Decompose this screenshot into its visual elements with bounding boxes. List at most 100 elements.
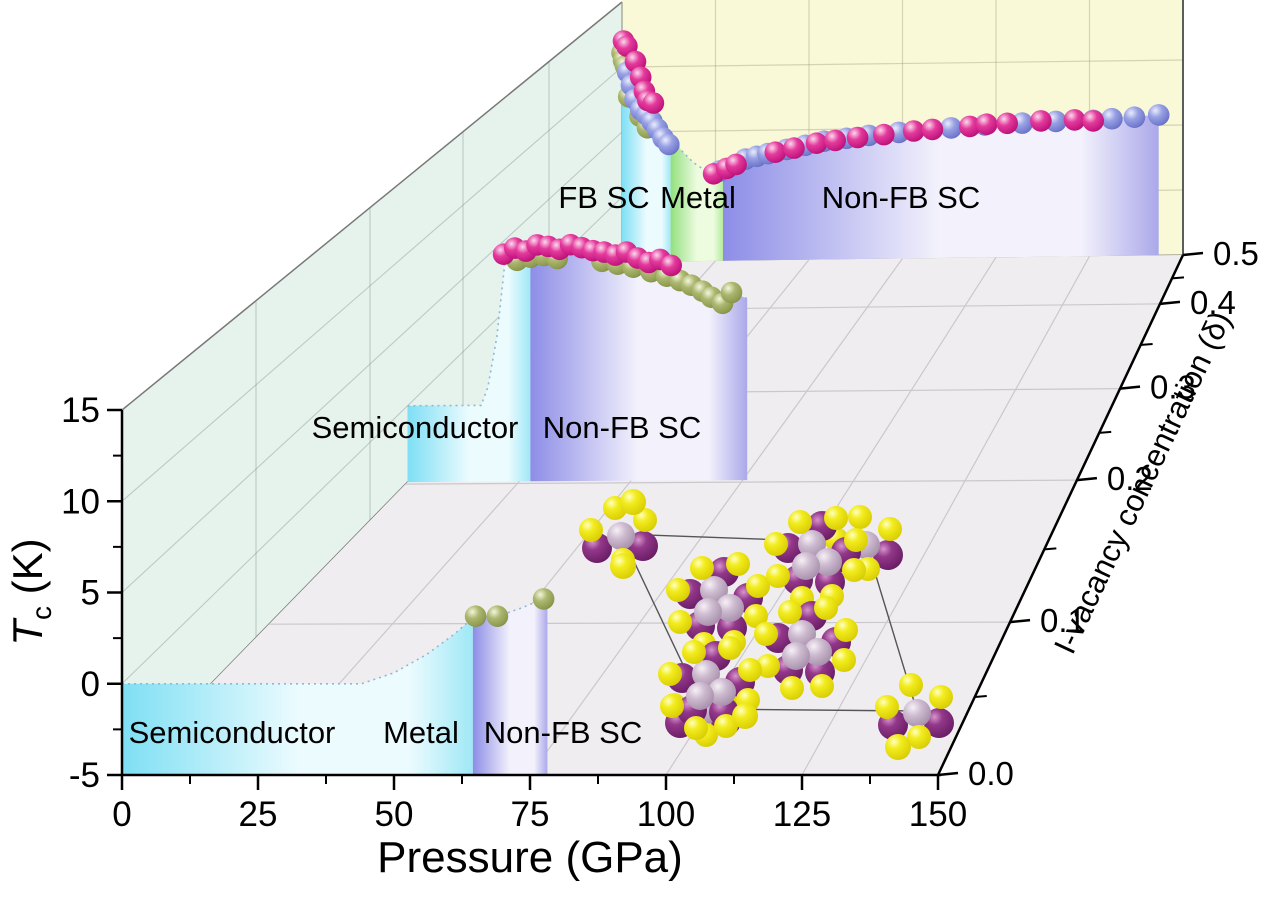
region-label: Non-FB SC — [543, 410, 701, 445]
atom — [885, 734, 911, 760]
atom — [746, 574, 770, 598]
data-point-olive — [464, 605, 487, 627]
data-point-olive — [720, 281, 743, 304]
phase-band-sc — [472, 598, 548, 775]
slice-delta-0.5: FB SC Metal Non-FB SC — [558, 30, 1170, 263]
region-label: Non-FB SC — [484, 715, 642, 750]
series-olive — [464, 588, 555, 627]
atom — [875, 695, 899, 719]
data-point-magenta — [959, 115, 981, 138]
lone-atom — [885, 734, 911, 760]
atom — [788, 510, 812, 534]
atom — [873, 540, 903, 570]
data-point-magenta — [921, 118, 944, 141]
atom — [834, 618, 858, 642]
atom — [804, 638, 832, 666]
atom-cluster — [754, 596, 858, 700]
phase-band-sc — [530, 244, 748, 482]
tc-tick-label: 15 — [61, 391, 100, 430]
atom — [744, 604, 768, 628]
tc-tick-label: 0 — [81, 665, 100, 704]
data-point-blue — [1101, 107, 1123, 130]
lone-atom — [610, 553, 636, 579]
data-point-blue — [658, 133, 680, 156]
atom — [686, 682, 714, 710]
data-point-magenta — [873, 123, 895, 146]
delta-tick-label: 0.1 — [1040, 602, 1086, 639]
atom — [708, 678, 736, 706]
atom — [844, 528, 868, 552]
atom — [899, 673, 923, 697]
atom — [633, 508, 657, 532]
pressure-tick-label: 125 — [773, 795, 831, 834]
atom — [620, 489, 646, 515]
atom — [726, 552, 750, 576]
data-point-magenta — [783, 137, 805, 159]
phase-band-metal — [670, 136, 723, 262]
data-point-magenta — [1030, 110, 1052, 132]
data-point-olive — [486, 605, 509, 627]
atom — [814, 548, 842, 576]
series-magenta — [612, 30, 1104, 185]
data-point-olive — [532, 588, 555, 610]
pressure-tick-label: 25 — [239, 795, 278, 834]
slice-delta-0: Semiconductor Metal Non-FB SC — [122, 588, 642, 775]
region-label: Semiconductor — [312, 410, 519, 445]
lone-atom — [732, 703, 758, 729]
phase-band-sc — [723, 114, 1159, 261]
pressure-tick-label: 0 — [112, 795, 131, 834]
atom — [668, 610, 692, 634]
data-point-magenta — [1063, 109, 1086, 131]
data-point-magenta — [764, 141, 787, 163]
data-point-blue — [1011, 112, 1033, 134]
atom — [658, 662, 682, 686]
atom — [924, 708, 954, 738]
atom — [792, 552, 820, 580]
atom — [842, 558, 866, 582]
region-label: Metal — [660, 180, 736, 215]
atom — [810, 674, 834, 698]
atom — [907, 725, 931, 749]
data-point-blue — [940, 117, 962, 139]
atom-cluster — [658, 636, 762, 740]
data-point-magenta — [1082, 110, 1104, 132]
data-point-blue — [1147, 104, 1170, 126]
pressure-tick-label: 50 — [375, 795, 414, 834]
data-point-magenta — [975, 113, 998, 135]
atom — [718, 636, 742, 660]
data-point-magenta — [846, 126, 869, 149]
atom — [782, 642, 810, 670]
atom — [788, 620, 816, 648]
pressure-tick-label: 75 — [511, 795, 550, 834]
atom — [732, 703, 758, 729]
pressure-axis-title: Pressure (GPa) — [377, 833, 683, 882]
atom — [798, 530, 826, 558]
tc-axis: 15 10 5 0 -5 Tc (K) — [4, 391, 124, 795]
data-point-magenta — [824, 129, 846, 152]
atom — [824, 506, 848, 530]
data-point-blue — [1123, 106, 1146, 128]
data-point-magenta — [805, 132, 828, 154]
atom — [684, 716, 708, 740]
crystal-structure-inset — [579, 489, 954, 760]
data-point-magenta — [996, 112, 1018, 135]
phase-band-semiconductor — [122, 618, 473, 775]
atom — [756, 654, 780, 678]
atom — [700, 576, 728, 604]
atom — [694, 598, 722, 626]
region-label: Semiconductor — [129, 715, 336, 750]
atom — [714, 714, 738, 738]
atom — [738, 658, 762, 682]
pressure-tick-label: 100 — [637, 795, 695, 834]
atom — [610, 553, 636, 579]
corner-atom-cluster — [875, 673, 954, 749]
series-magenta — [492, 233, 682, 277]
atom — [607, 522, 635, 550]
delta-tick-label: 0.5 — [1213, 235, 1259, 272]
lone-atom — [620, 489, 646, 515]
slice-delta-0.25: Semiconductor Non-FB SC — [312, 233, 748, 483]
atom — [764, 532, 788, 556]
atom — [848, 505, 872, 529]
atom — [929, 685, 953, 709]
